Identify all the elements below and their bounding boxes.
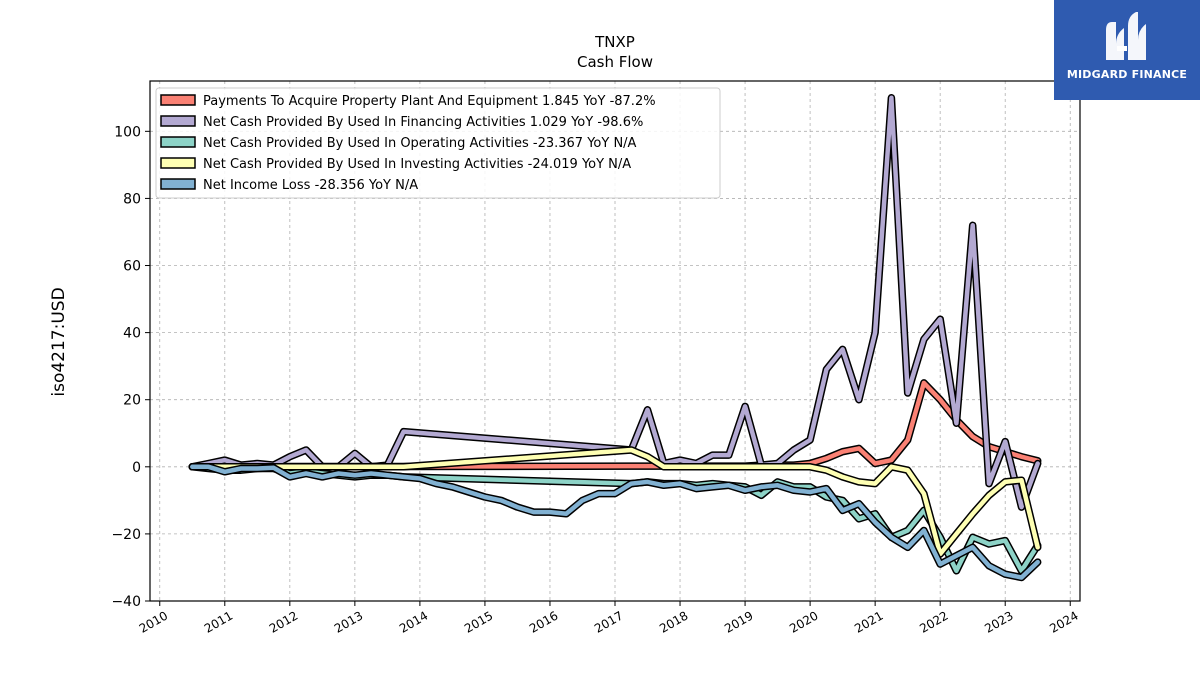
x-tick-label: 2021 [852,608,885,635]
legend-entry: Net Income Loss -28.356 YoY N/A [203,178,418,193]
logo-mark-icon [1106,12,1146,60]
y-tick-label: 20 [123,393,141,409]
y-tick-label: −20 [111,527,141,543]
series-stroke [190,95,1040,510]
legend-entry: Payments To Acquire Property Plant And E… [203,94,656,109]
y-tick-label: 60 [123,259,141,275]
x-tick-label: 2020 [787,608,820,635]
y-tick-label: 40 [123,326,141,342]
x-tick-label: 2024 [1047,608,1080,635]
x-tick-label: 2016 [527,608,560,635]
legend-swatch [160,157,196,169]
x-tick-label: 2014 [397,608,430,635]
x-tick-label: 2018 [657,608,690,635]
legend: Payments To Acquire Property Plant And E… [155,87,721,199]
x-tick-label: 2022 [917,608,950,635]
y-tick-label: 100 [114,124,141,140]
series-stroke [190,464,1040,580]
x-tick-label: 2015 [462,608,495,635]
series-line [188,94,1042,511]
legend-swatch [160,115,196,127]
legend-swatch [160,136,196,148]
x-tick-label: 2017 [592,608,625,635]
chart-title: TNXP [594,33,635,51]
x-tick-label: 2023 [982,608,1015,635]
midgard-finance-logo: MIDGARD FINANCE [1054,0,1200,100]
x-tick-label: 2011 [202,608,235,635]
y-tick-label: 80 [123,191,141,207]
series-stroke [190,447,1040,557]
x-tick-label: 2013 [332,608,365,635]
legend-entry: Net Cash Provided By Used In Financing A… [203,115,643,130]
legend-swatch [160,94,196,106]
series-line [188,446,1042,558]
x-tick-label: 2010 [137,608,170,635]
legend-entry: Net Cash Provided By Used In Investing A… [203,157,631,172]
y-tick-label: −40 [111,594,141,610]
brand-name: MIDGARD FINANCE [1066,68,1188,81]
series-line [188,463,1042,582]
legend-entry: Net Cash Provided By Used In Operating A… [203,136,637,151]
legend-box [155,87,721,199]
x-tick-label: 2012 [267,608,300,635]
legend-swatch [160,178,196,190]
y-axis-label: iso4217:USD [49,287,69,396]
x-tick-label: 2019 [722,608,755,635]
series-lines [188,94,1042,582]
y-tick-label: 0 [132,460,141,476]
chart-subtitle: Cash Flow [577,53,653,71]
